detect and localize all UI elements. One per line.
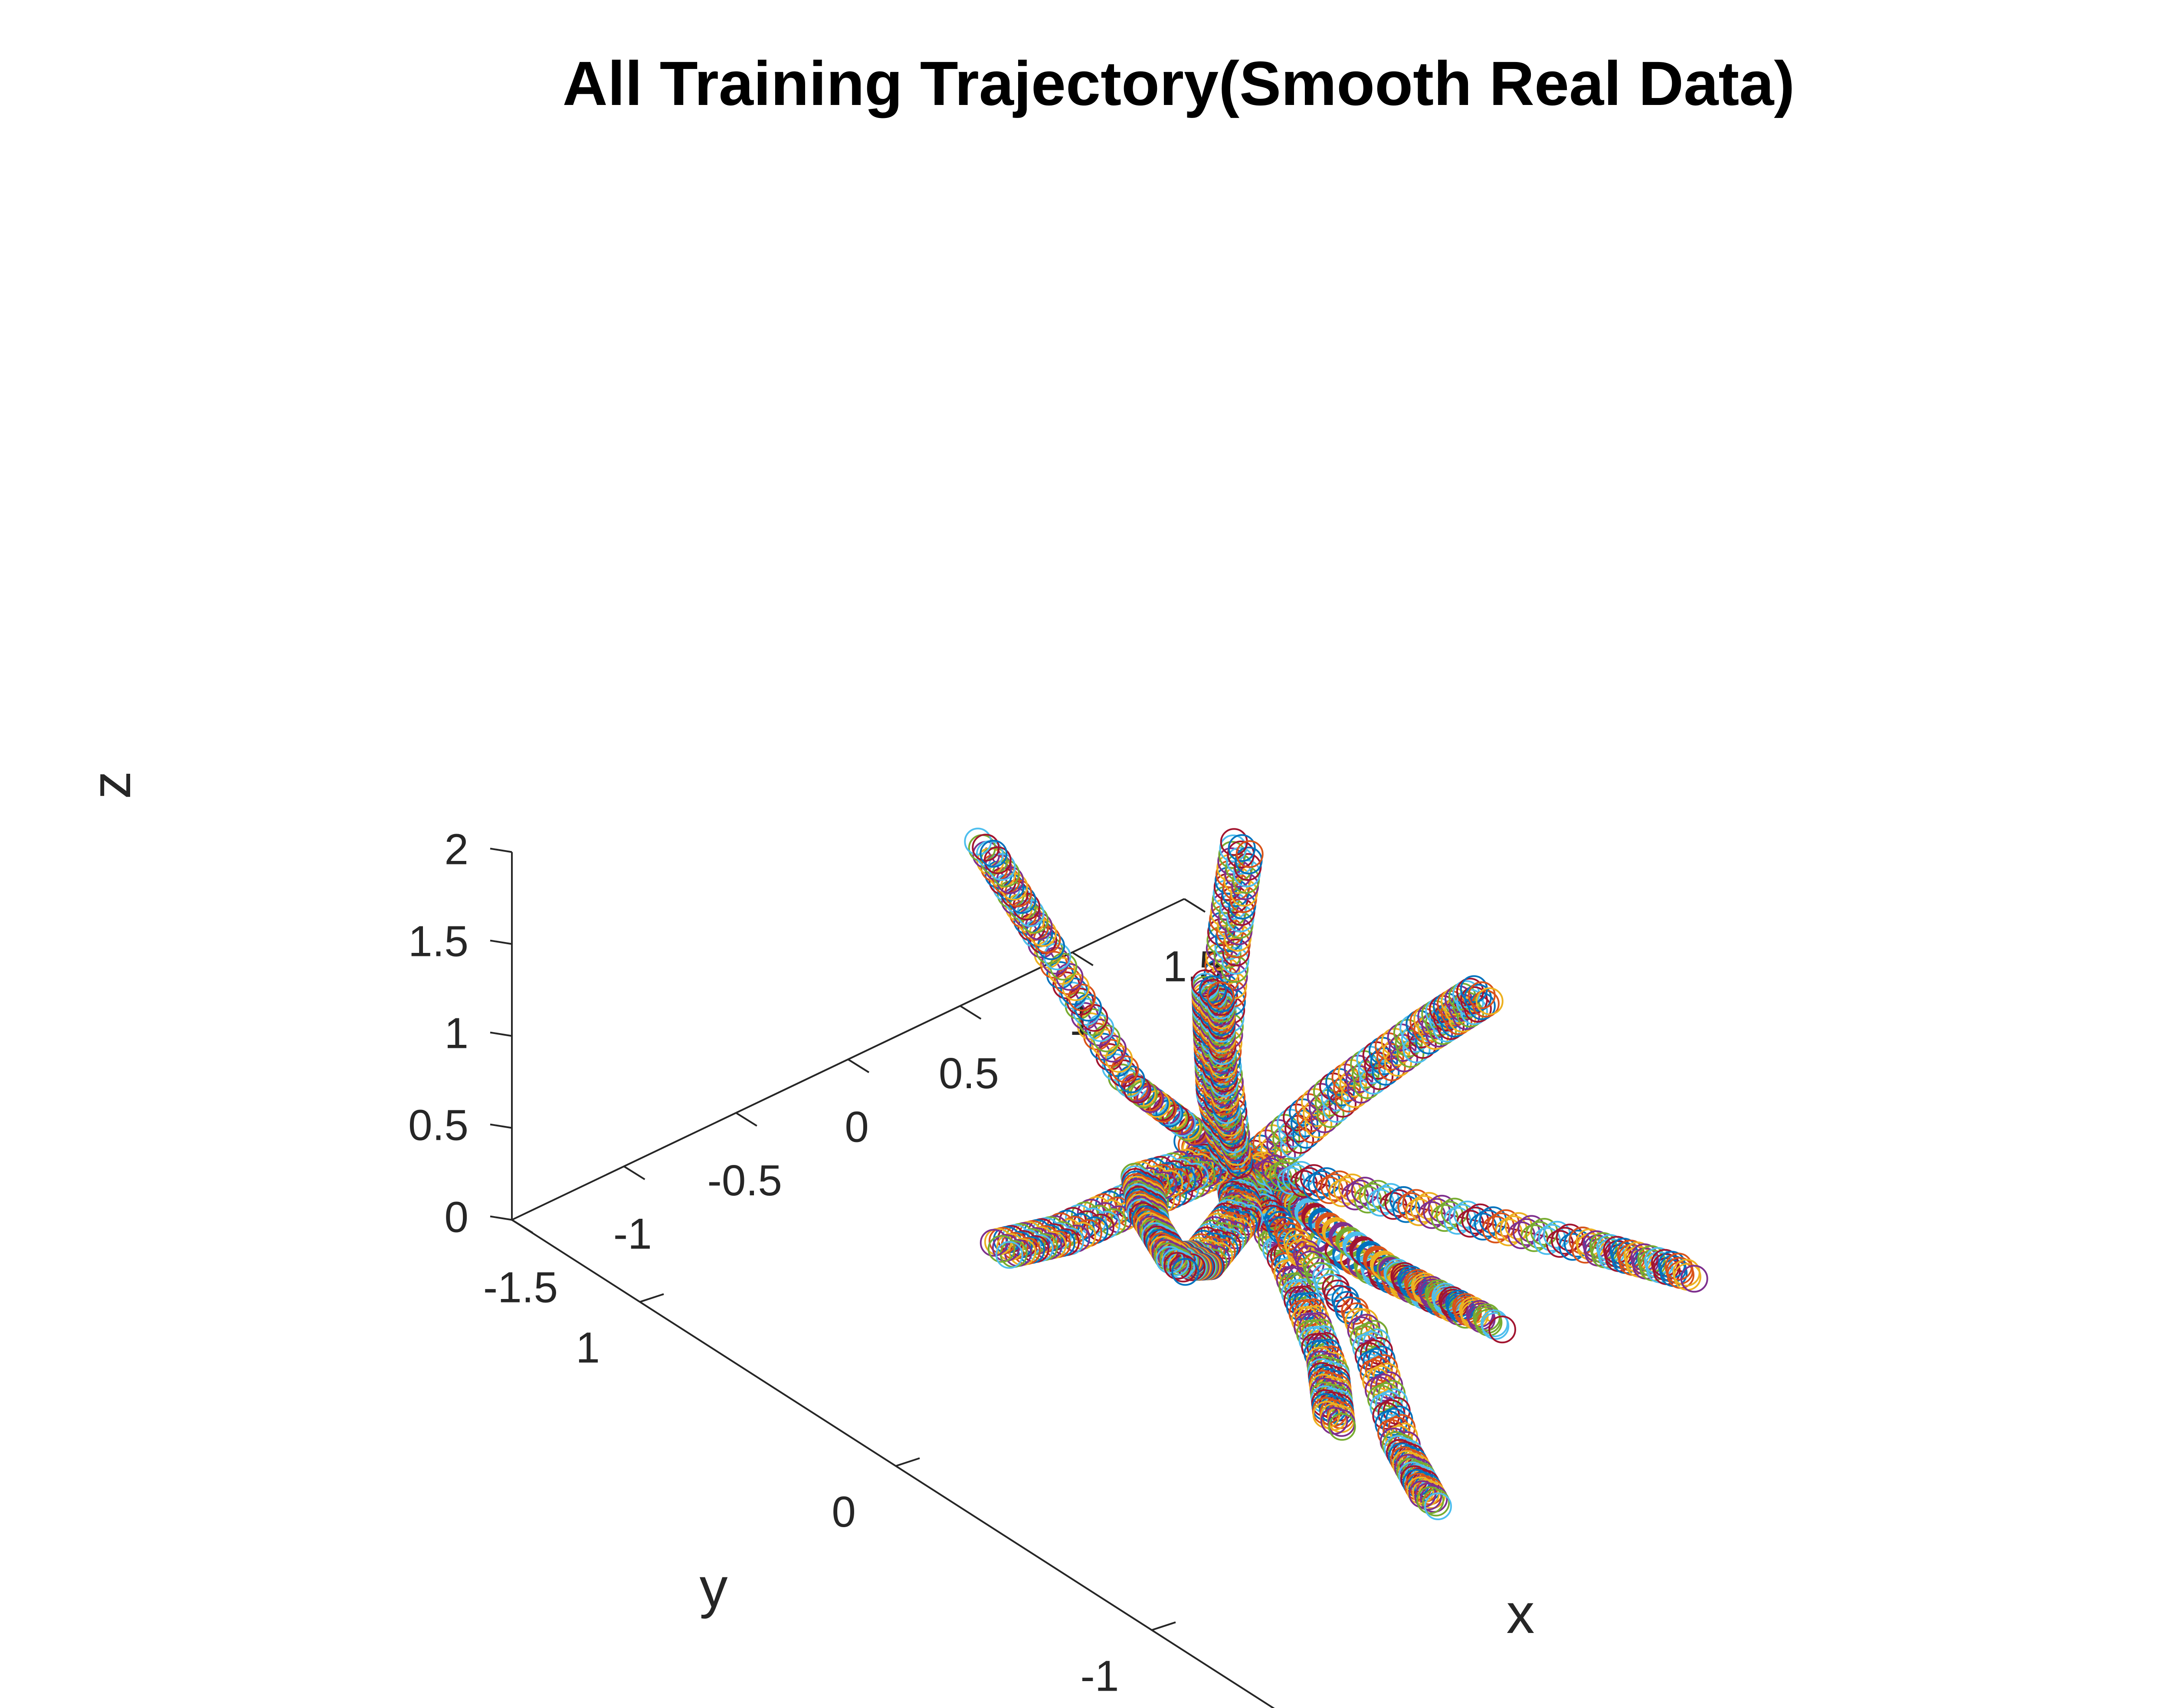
x-tick-mark — [1071, 952, 1094, 966]
trajectory-marker — [1481, 1309, 1508, 1338]
trajectory-marker — [1416, 1486, 1444, 1514]
z-tick-mark — [490, 1031, 512, 1037]
x-tick-label: -1.5 — [483, 1263, 558, 1312]
x-tick-label: -1 — [613, 1210, 652, 1258]
trajectory-marker — [1220, 963, 1248, 991]
axis-ticks: 00.511.52-101-1.5-1-0.500.511.5 — [408, 825, 1223, 1701]
x-tick-mark — [735, 1112, 757, 1127]
z-tick-label: 1 — [444, 1009, 469, 1058]
trajectory-marker — [1333, 1176, 1361, 1204]
y-tick-label: -1 — [1081, 1652, 1119, 1700]
z-tick-mark — [490, 939, 512, 945]
x-tick-mark — [847, 1058, 870, 1073]
trajectory-marker — [1672, 1259, 1700, 1287]
trajectory-marker — [1199, 975, 1227, 1003]
trajectory-marker — [1221, 947, 1249, 975]
trajectory-series — [1210, 1142, 1708, 1293]
trajectory-marker — [1372, 1186, 1400, 1214]
trajectory-marker — [1221, 955, 1249, 983]
trajectory-marker — [1320, 1173, 1349, 1201]
z-tick-label: 1.5 — [408, 917, 469, 966]
trajectory-marker — [1468, 981, 1496, 1009]
z-tick-label: 2 — [444, 825, 469, 874]
trajectory-marker — [1228, 834, 1256, 862]
plot-series — [964, 828, 1708, 1520]
z-tick-mark — [490, 1215, 512, 1221]
y-tick-mark — [1151, 1621, 1176, 1631]
x-tick-mark — [960, 1005, 982, 1020]
y-tick-mark — [895, 1457, 920, 1467]
y-axis-label: y — [700, 1556, 728, 1619]
trajectory-marker — [1420, 1485, 1448, 1513]
trajectory-marker — [1424, 1492, 1452, 1520]
trajectory-marker — [1282, 1164, 1310, 1192]
y-tick-label: 1 — [576, 1324, 600, 1372]
trajectory-marker — [1222, 939, 1250, 967]
trajectory-marker — [1488, 1315, 1516, 1344]
trajectory-marker — [1295, 1167, 1323, 1195]
trajectory-marker — [1384, 1189, 1412, 1217]
trajectory-line — [985, 847, 1220, 1151]
trajectory-marker — [1320, 1407, 1348, 1435]
trajectory-marker — [1163, 1252, 1192, 1280]
trajectory-marker — [980, 840, 1008, 868]
x-axis-label: x — [1507, 1582, 1535, 1645]
y-tick-label: 0 — [832, 1488, 856, 1536]
trajectory-marker — [1206, 982, 1235, 1009]
trajectory-marker — [1161, 1248, 1189, 1276]
trajectory-marker — [1169, 1254, 1197, 1283]
x-tick-label: -0.5 — [708, 1156, 782, 1205]
trajectory-marker — [1680, 1265, 1708, 1293]
chart-title: All Training Trajectory(Smooth Real Data… — [563, 49, 1795, 118]
x-tick-mark — [1183, 898, 1206, 913]
trajectory-marker — [1475, 987, 1504, 1015]
x-tick-mark — [511, 1219, 534, 1234]
z-tick-mark — [490, 847, 512, 853]
x-tick-label: 0.5 — [939, 1049, 999, 1098]
x-tick-mark — [623, 1165, 645, 1180]
trajectory-marker — [972, 834, 1000, 862]
trajectory-series — [1121, 1138, 1254, 1286]
trajectory-marker — [995, 1241, 1023, 1269]
y-tick-mark — [639, 1293, 664, 1303]
trajectory-marker — [1422, 1489, 1450, 1517]
z-tick-label: 0.5 — [408, 1101, 469, 1150]
z-tick-label: 0 — [444, 1193, 469, 1242]
trajectory-marker — [1235, 840, 1264, 868]
trajectory-marker — [1171, 1258, 1199, 1286]
x-tick-label: 0 — [845, 1103, 869, 1152]
z-tick-mark — [490, 1123, 512, 1129]
z-axis-label: z — [79, 771, 142, 799]
trajectory-series — [964, 828, 1241, 1170]
trajectory-marker — [1346, 1179, 1374, 1207]
trajectory-marker — [1328, 1413, 1356, 1441]
trajectory-marker — [1414, 1482, 1442, 1511]
trajectory-marker — [1269, 1161, 1297, 1189]
trajectory-marker — [987, 1235, 1016, 1263]
trajectory-series — [1191, 969, 1254, 1178]
trajectory-marker — [1307, 1170, 1336, 1198]
trajectory-marker — [1359, 1183, 1387, 1211]
